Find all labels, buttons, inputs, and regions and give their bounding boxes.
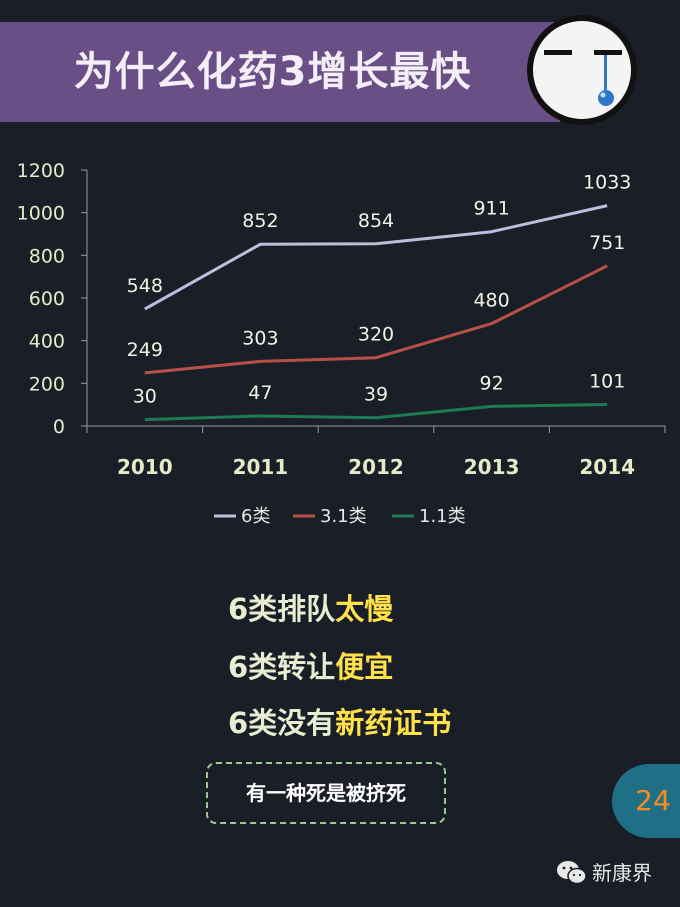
data-label: 320 <box>358 324 394 346</box>
series-lines <box>144 204 608 422</box>
data-label: 854 <box>358 210 394 232</box>
data-labels: 548 852 854 911 1033 249 303 320 480 751 30 47 39 92 1… <box>127 172 632 408</box>
page-title: 为什么化药3增长最快 <box>73 49 472 95</box>
bullet-1: 6类排队太慢 <box>228 586 393 628</box>
data-label: 852 <box>242 210 278 232</box>
callout-box <box>206 762 446 824</box>
data-label: 249 <box>127 339 163 361</box>
title-banner <box>0 22 560 122</box>
bullet-3: 6类没有新药证书 <box>228 700 451 742</box>
bullet-3-text: 6类没有 <box>228 706 336 740</box>
data-label: 1033 <box>583 172 631 194</box>
y-tick-label: 400 <box>29 331 65 353</box>
y-tick-label: 1200 <box>17 160 65 182</box>
data-label: 47 <box>248 382 272 404</box>
legend-label-1: 3.1类 <box>320 506 367 527</box>
bullet-3-highlight: 新药证书 <box>335 706 452 740</box>
wechat-icon <box>557 861 587 885</box>
data-label: 480 <box>473 290 509 312</box>
y-tick-label: 600 <box>29 288 65 310</box>
x-axis: 2010 2011 2012 2013 2014 <box>86 425 666 479</box>
bullet-2: 6类转让便宜 <box>228 644 393 686</box>
bullet-1-highlight: 太慢 <box>335 592 394 626</box>
x-tick-label: 2013 <box>464 455 520 479</box>
y-tick-label: 0 <box>53 416 65 438</box>
data-label: 101 <box>589 370 625 392</box>
bullet-1-text: 6类排队 <box>228 592 336 626</box>
callout-text: 有一种死是被挤死 <box>246 781 406 805</box>
x-tick-label: 2012 <box>348 455 404 479</box>
y-axis: 0 200 400 600 800 1000 1200 <box>17 160 88 438</box>
page-number: 24 <box>635 784 671 817</box>
x-tick-label: 2011 <box>233 455 289 479</box>
series-line-0 <box>144 204 608 311</box>
legend-label-0: 6类 <box>241 506 270 527</box>
data-label: 911 <box>473 198 509 220</box>
legend: 6类 3.1类 1.1类 <box>214 506 466 527</box>
series-line-2 <box>144 403 608 422</box>
data-label: 30 <box>133 386 157 408</box>
data-label: 751 <box>589 232 625 254</box>
y-tick-label: 200 <box>29 373 65 395</box>
data-label: 39 <box>364 384 388 406</box>
data-label: 548 <box>127 275 163 297</box>
x-tick-label: 2014 <box>579 455 635 479</box>
series-line-1 <box>144 264 608 375</box>
x-tick-label: 2010 <box>117 455 173 479</box>
data-label: 92 <box>480 372 504 394</box>
page-number-tab <box>612 764 680 838</box>
data-label: 303 <box>242 327 278 349</box>
crying-face-icon <box>527 15 637 125</box>
legend-label-2: 1.1类 <box>419 506 466 527</box>
y-tick-label: 1000 <box>17 203 65 225</box>
brand-name: 新康界 <box>592 861 652 885</box>
bullet-2-highlight: 便宜 <box>335 650 394 684</box>
bullet-2-text: 6类转让 <box>228 650 336 684</box>
y-tick-label: 800 <box>29 245 65 267</box>
